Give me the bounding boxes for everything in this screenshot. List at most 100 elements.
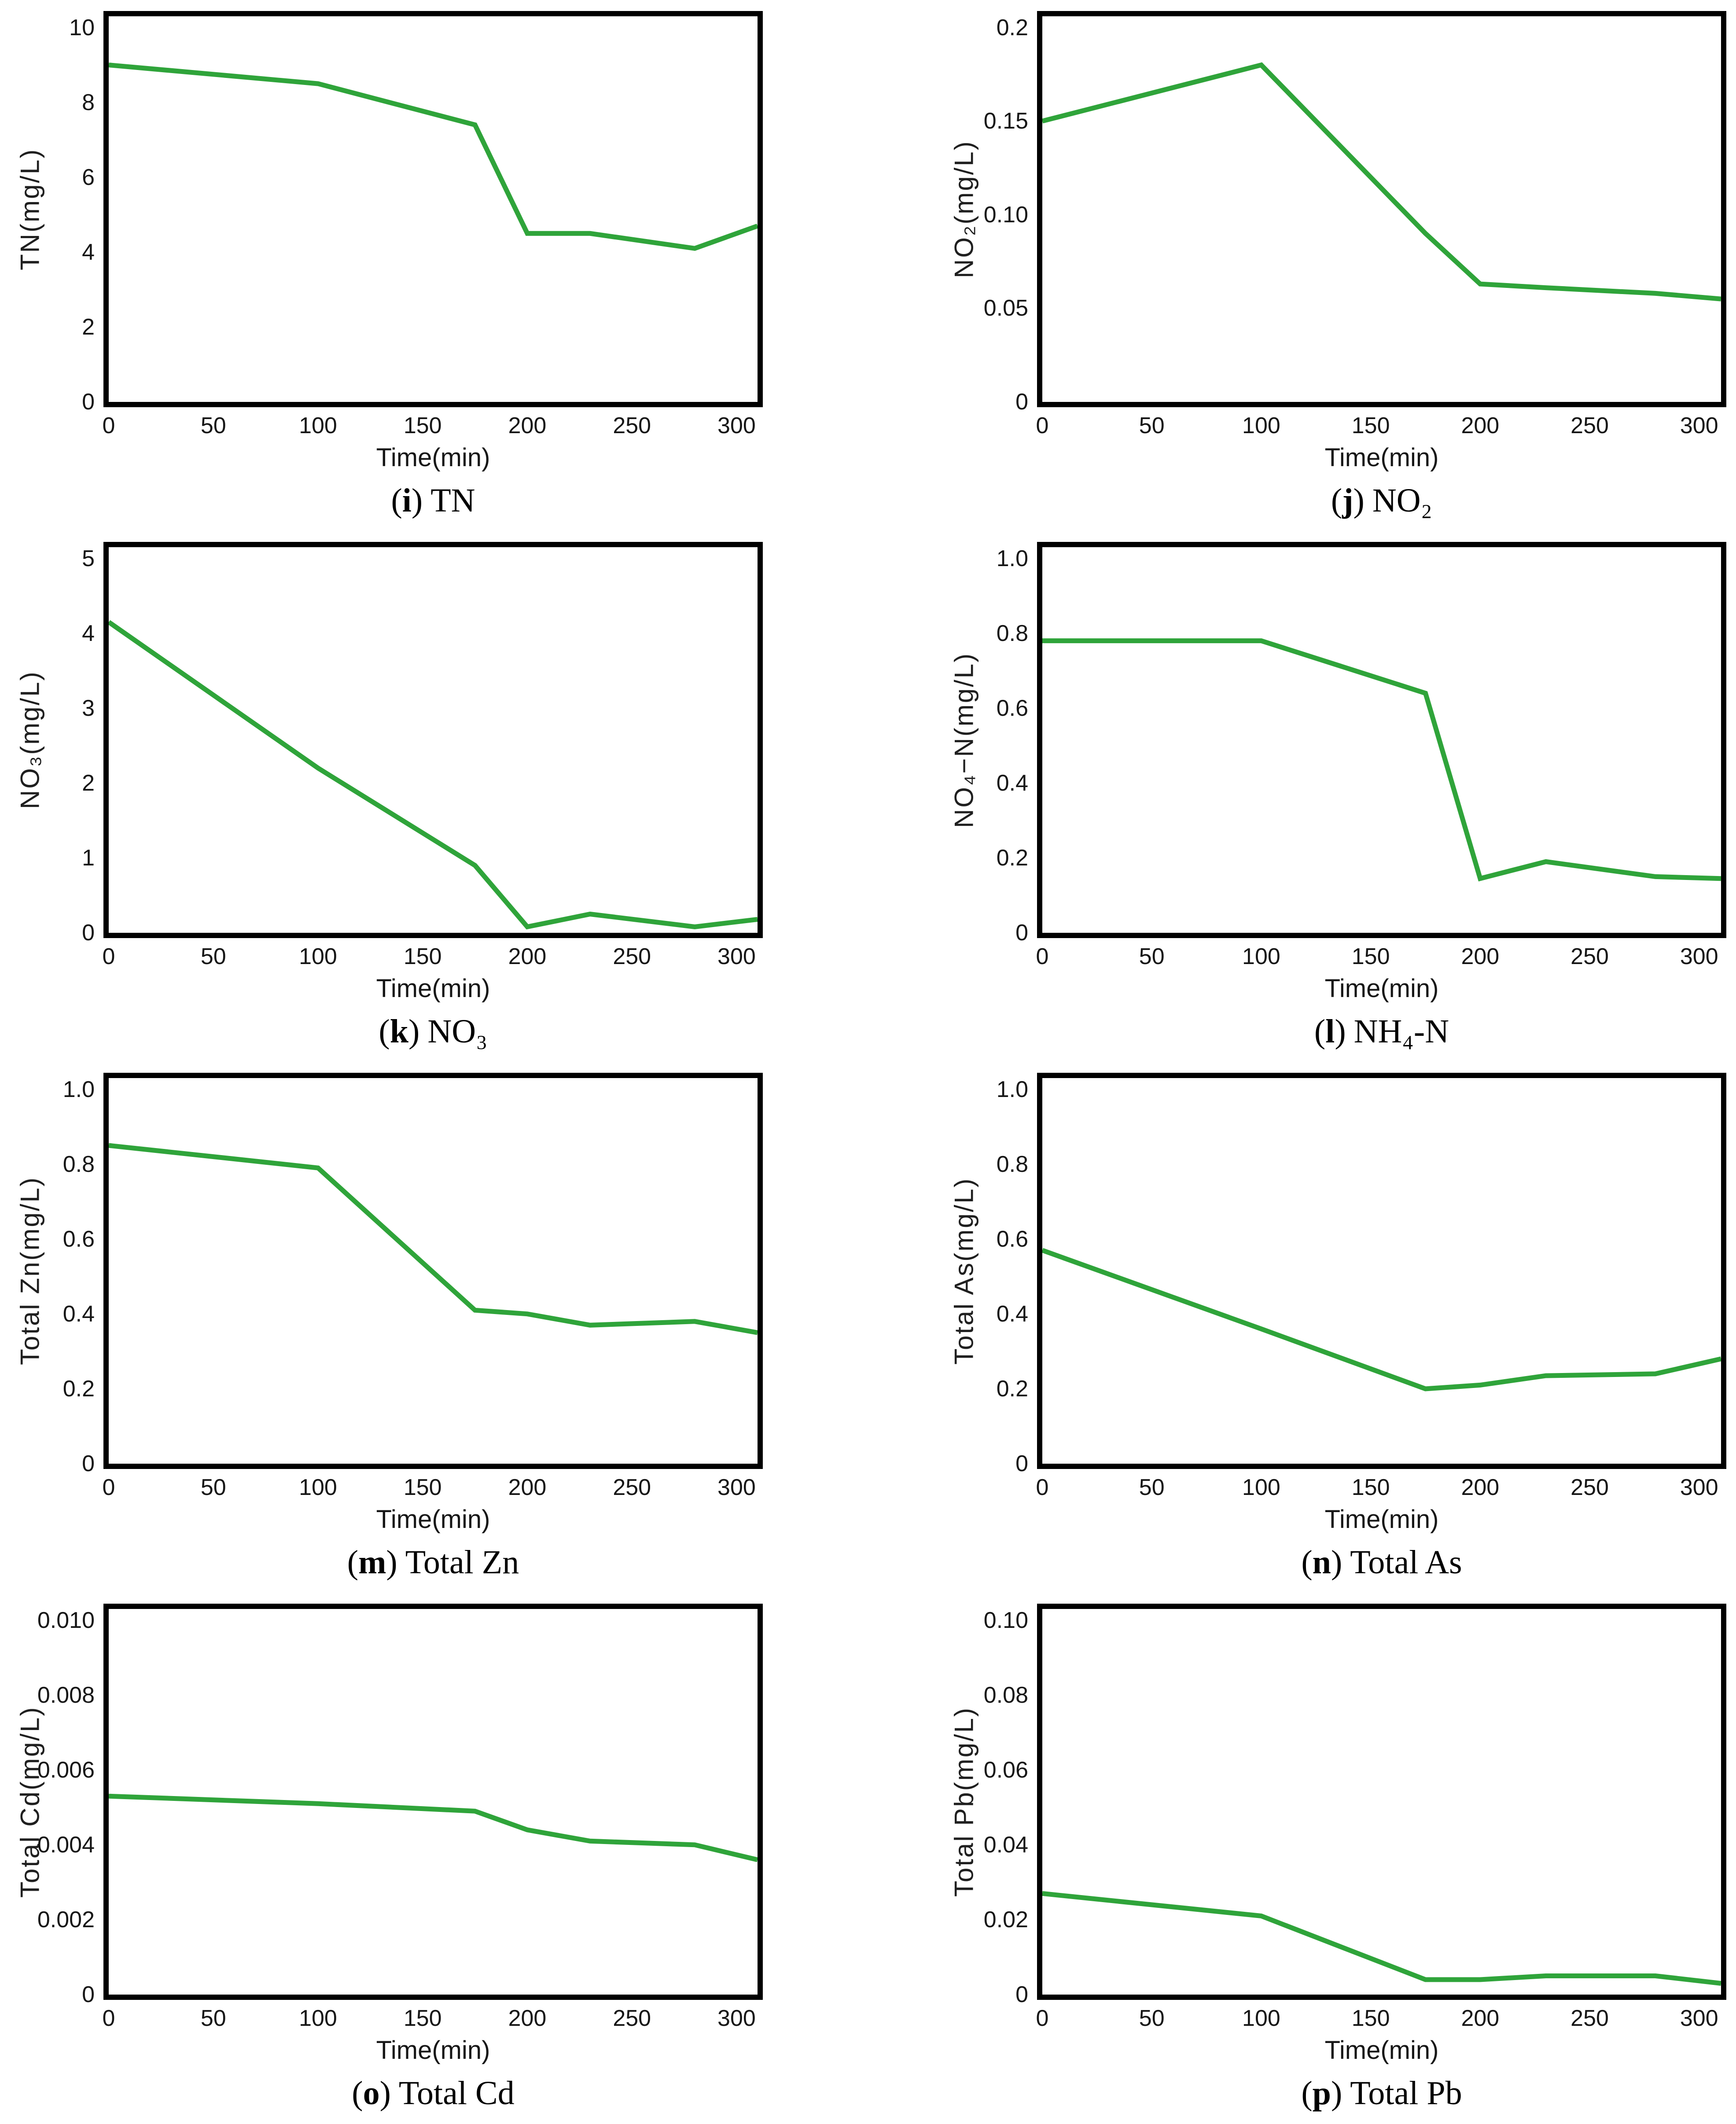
y-tick-label: 0 [1015,389,1028,415]
x-tick-label: 150 [1351,1475,1390,1500]
x-tick-label: 50 [1139,2006,1165,2031]
y-tick-label: 4 [82,620,95,646]
caption-paren-open: ( [391,482,402,519]
x-tick-label: 150 [1351,413,1390,438]
chart-panel-o: Total Cd(mg/L) Time(min) (o) Total Cd 0 0.… [0,1593,868,2124]
x-tick-label: 0 [1036,944,1049,969]
line-chart-canvas [1042,62,1721,302]
y-tick-label: 0 [1015,920,1028,946]
chart-caption: (n) Total As [1301,1543,1462,1582]
x-tick-label: 250 [613,944,651,969]
x-tick-label: 100 [1242,413,1280,438]
y-tick-label: 3 [82,695,95,721]
x-tick-label: 50 [200,1475,226,1500]
caption-label: NO₃ [427,1013,488,1050]
y-axis-label: TN(mg/L) [15,148,45,270]
x-tick-label: 0 [1036,413,1049,438]
y-tick-label: 2 [82,314,95,340]
x-tick-label: 150 [403,944,442,969]
y-axis-label: NO₃(mg/L) [15,670,45,810]
y-tick-label: 0.8 [63,1151,95,1177]
caption-letter: l [1325,1013,1335,1050]
x-tick-label: 300 [1680,1475,1718,1500]
x-tick-label: 0 [102,413,115,438]
y-tick-label: 0.6 [996,695,1028,721]
y-tick-label: 10 [69,15,95,40]
line-chart-canvas [109,63,758,251]
data-line [109,1793,758,1863]
x-axis-label: Time(min) [1324,2036,1439,2065]
caption-letter: p [1312,2075,1331,2112]
plot-area [103,1604,763,2000]
chart-panel-j: NO₂(mg/L) Time(min) (j) NO₂ 0 0.05 0.10 0.15… [868,0,1736,531]
x-axis-label: Time(min) [1324,1505,1439,1534]
y-tick-label: 0 [1015,1982,1028,2007]
y-tick-label: 6 [82,164,95,190]
y-axis-label: Total Zn(mg/L) [15,1176,45,1366]
y-tick-label: 0.2 [996,845,1028,871]
caption-paren-open: ( [347,1544,359,1581]
chart-caption: (o) Total Cd [352,2074,514,2113]
y-axis-label: Total As(mg/L) [949,1177,979,1365]
x-tick-label: 0 [102,944,115,969]
plot-area [1037,542,1726,938]
y-tick-label: 0.15 [983,108,1028,134]
x-tick-label: 300 [717,944,756,969]
line-chart-canvas [1042,1248,1721,1391]
x-tick-label: 50 [200,413,226,438]
y-tick-label: 0.10 [983,1607,1028,1633]
x-tick-label: 150 [403,1475,442,1500]
x-tick-label: 200 [508,944,547,969]
x-tick-label: 150 [403,413,442,438]
y-tick-label: 0.04 [983,1832,1028,1858]
x-tick-label: 200 [508,2006,547,2031]
y-tick-label: 0.002 [37,1907,95,1933]
caption-paren-close: ) [379,2075,391,2112]
x-tick-label: 200 [508,413,547,438]
caption-label: Total Cd [398,2075,515,2112]
x-tick-label: 100 [299,2006,337,2031]
data-line [1042,1248,1721,1391]
data-line [109,1143,758,1335]
x-tick-label: 100 [299,1475,337,1500]
x-tick-label: 200 [1461,2006,1500,2031]
data-line [1042,638,1721,882]
data-line [1042,62,1721,302]
x-tick-label: 250 [613,413,651,438]
x-tick-label: 50 [1139,944,1165,969]
plot-area [1037,11,1726,407]
line-chart-canvas [1042,1891,1721,1986]
y-tick-label: 0 [1015,1451,1028,1476]
plot-area [103,542,763,938]
y-axis-label: Total Cd(mg/L) [15,1706,45,1898]
y-tick-label: 0.4 [63,1301,95,1327]
y-tick-label: 8 [82,89,95,115]
x-axis-label: Time(min) [376,1505,490,1534]
line-chart-canvas [1042,638,1721,882]
x-axis-label: Time(min) [1324,974,1439,1003]
caption-paren-close: ) [408,1013,420,1050]
y-axis-label: Total Pb(mg/L) [949,1706,979,1897]
y-tick-label: 0 [82,1982,95,2007]
chart-caption: (m) Total Zn [347,1543,519,1582]
data-line [1042,1891,1721,1986]
chart-caption: (j) NO₂ [1331,482,1432,520]
caption-letter: m [358,1544,386,1581]
x-tick-label: 0 [102,1475,115,1500]
y-tick-label: 0.4 [996,770,1028,796]
y-tick-label: 0.010 [37,1607,95,1633]
caption-label: Total As [1350,1544,1462,1581]
caption-paren-close: ) [411,482,423,519]
y-tick-label: 0.08 [983,1682,1028,1708]
x-tick-label: 100 [299,413,337,438]
x-tick-label: 50 [200,944,226,969]
x-tick-label: 200 [1461,413,1500,438]
caption-paren-open: ( [1331,482,1342,519]
caption-label: NH₄-N [1353,1013,1449,1050]
x-tick-label: 300 [1680,2006,1718,2031]
chart-panel-k: NO₃(mg/L) Time(min) (k) NO₃ 0 1 2 3 4 5 0 50 100 1… [0,531,868,1062]
y-tick-label: 1.0 [996,545,1028,571]
caption-letter: j [1342,482,1353,519]
x-tick-label: 0 [1036,2006,1049,2031]
y-tick-label: 0 [82,389,95,415]
